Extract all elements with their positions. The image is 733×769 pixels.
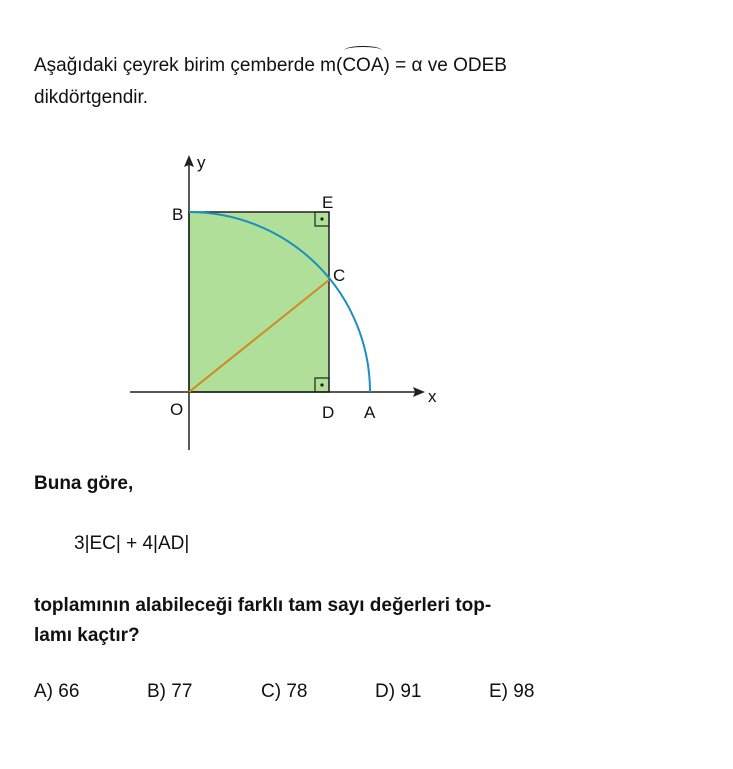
label-b: B xyxy=(172,205,183,224)
segment-oc xyxy=(188,279,330,393)
expression: 3|EC| + 4|AD| xyxy=(74,533,190,554)
label-d: D xyxy=(322,403,334,422)
choice-c[interactable]: C) 78 xyxy=(261,681,308,702)
choice-d[interactable]: D) 91 xyxy=(375,681,422,702)
lead-text: Buna göre, xyxy=(34,473,134,494)
ask-line-1: toplamının alabileceği farklı tam sayı d… xyxy=(34,595,492,616)
choice-e[interactable]: E) 98 xyxy=(489,681,535,702)
arc-coa: COA xyxy=(342,46,384,81)
label-y: y xyxy=(197,153,206,172)
right-angle-d xyxy=(314,377,330,393)
choice-a[interactable]: A) 66 xyxy=(34,681,80,702)
ask-line-2: lamı kaçtır? xyxy=(34,625,140,646)
right-angle-d-dot xyxy=(320,383,324,387)
label-a: A xyxy=(364,403,376,422)
x-axis-arrow xyxy=(413,387,425,397)
y-axis-arrow xyxy=(184,155,194,167)
intro-line-2: dikdörtgendir. xyxy=(34,87,149,108)
label-c: C xyxy=(333,266,345,285)
quarter-circle-arc xyxy=(188,211,371,393)
label-o: O xyxy=(170,400,183,419)
rectangle-odeb xyxy=(188,211,330,393)
right-angle-e-dot xyxy=(320,217,324,221)
choice-b[interactable]: B) 77 xyxy=(147,681,193,702)
label-e: E xyxy=(322,193,333,212)
label-x: x xyxy=(428,387,437,406)
right-angle-e xyxy=(314,211,330,227)
intro-text-end: ) = α ve ODEB xyxy=(383,55,507,76)
intro-line-1: Aşağıdaki çeyrek birim çemberde m(COA) =… xyxy=(34,46,507,81)
intro-text: Aşağıdaki çeyrek birim çemberde m( xyxy=(34,55,343,76)
